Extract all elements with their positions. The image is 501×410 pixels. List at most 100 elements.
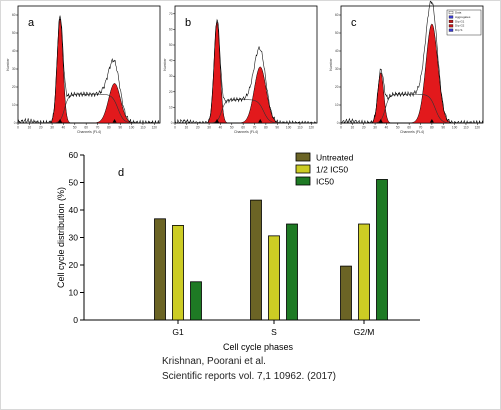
histogram-x-tick-label: 90: [275, 126, 279, 130]
histogram-x-tick-label: 0: [17, 126, 19, 130]
peak-marker: [378, 119, 383, 123]
bar-chart: 0 10 20 30 40 50 60 d G1 S G2/M Cell cycle phases Ce…: [56, 150, 420, 352]
citation-line-1: Krishnan, Poorani et al.: [162, 356, 266, 367]
histogram-y-tick-label: 20: [12, 85, 16, 89]
histogram-x-tick-label: 40: [62, 126, 66, 130]
bar-category-label: S: [271, 327, 277, 337]
histogram-y-tick-label: 0: [171, 121, 173, 125]
histogram-x-tick-label: 100: [286, 126, 292, 130]
histogram-y-tick-label: 10: [169, 105, 173, 109]
histogram-x-tick-label: 60: [407, 126, 411, 130]
histogram-x-tick-label: 120: [475, 126, 481, 130]
histogram-x-tick-label: 70: [419, 126, 423, 130]
histogram-x-tick-label: 80: [107, 126, 111, 130]
histogram-x-tick-label: 60: [84, 126, 88, 130]
histogram-y-tick-label: 60: [335, 13, 339, 17]
histogram-x-tick-label: 80: [430, 126, 434, 130]
bar-legend-swatch: [295, 152, 311, 162]
bar-legend-label: 1/2 IC50: [316, 165, 348, 175]
histogram-y-label: Number: [6, 57, 10, 70]
histogram-panel-c: 0 10 20 30 40 50 60 70 80 90 100 110 120 0 10 20 30 40 50 6…: [329, 0, 484, 134]
histogram-legend-label: Dip S: [455, 28, 462, 32]
histogram-x-tick-label: 30: [50, 126, 54, 130]
bar-legend-label: IC50: [316, 177, 334, 187]
bar-y-tick-label: 40: [69, 205, 79, 215]
bar-category-label: G2/M: [354, 327, 375, 337]
panel-letter-c: c: [351, 17, 357, 29]
bar-y-tick-label: 0: [73, 315, 78, 325]
histogram-y-tick-label: 10: [335, 103, 339, 107]
bar-s-12ic50: [268, 235, 280, 321]
peak-marker: [215, 119, 220, 123]
histogram-y-tick-label: 0: [14, 121, 16, 125]
bar-s-untreated: [250, 199, 262, 321]
bar-y-tick-label: 60: [69, 150, 79, 160]
bar-g1-ic50: [190, 281, 202, 321]
histogram-x-label: Channels (FL4): [77, 130, 101, 134]
bar-g1-12ic50: [172, 224, 184, 321]
peak-marker: [112, 119, 117, 123]
histogram-legend-label: Dip G1: [455, 19, 465, 23]
histogram-x-tick-label: 50: [396, 126, 400, 130]
histogram-x-tick-label: 40: [219, 126, 223, 130]
histogram-x-tick-label: 20: [196, 126, 200, 130]
histogram-y-tick-label: 50: [335, 31, 339, 35]
histogram-y-tick-label: 30: [169, 74, 173, 78]
histogram-y-tick-label: 70: [169, 12, 173, 16]
histogram-legend-label: Dip G2: [455, 24, 465, 28]
bar-y-tick-label: 50: [69, 178, 79, 188]
histogram-x-tick-label: 100: [129, 126, 135, 130]
histogram-panel-b: 0 10 20 30 40 50 60 70 80 90 100 110 120 0 10 20 30 40 50 6…: [163, 5, 318, 134]
bar-category-label: G1: [172, 327, 184, 337]
histogram-legend-swatch: [448, 24, 454, 28]
histogram-legend-swatch: [448, 19, 454, 23]
histogram-panel-a: 0 10 20 30 40 50 60 70 80 90 100 110 120 0 10 20 30 40 50 6…: [6, 5, 161, 134]
flow-histograms: 0 10 20 30 40 50 60 70 80 90 100 110 120010203040506…: [6, 0, 484, 134]
histogram-x-label: Channels (FL4): [400, 130, 424, 134]
histogram-x-tick-label: 70: [96, 126, 100, 130]
histogram-x-tick-label: 110: [463, 126, 468, 130]
histogram-y-tick-label: 20: [169, 90, 173, 94]
histogram-x-tick-label: 30: [207, 126, 211, 130]
histogram-x-tick-label: 10: [28, 126, 32, 130]
histogram-x-tick-label: 30: [373, 126, 377, 130]
bar-y-tick-label: 10: [69, 288, 79, 298]
bar-legend: Untreated 1/2 IC50 IC50: [295, 152, 354, 187]
bar-legend-label: Untreated: [316, 153, 354, 163]
peak-marker: [429, 119, 434, 123]
histogram-x-tick-label: 80: [264, 126, 268, 130]
histogram-x-tick-label: 60: [241, 126, 245, 130]
histogram-x-label: Channels (FL4): [234, 130, 258, 134]
data-histogram-line: [340, 0, 484, 125]
histogram-x-tick-label: 0: [174, 126, 176, 130]
histogram-x-tick-label: 70: [253, 126, 257, 130]
histogram-x-tick-label: 50: [230, 126, 234, 130]
histogram-y-tick-label: 50: [169, 43, 173, 47]
histogram-y-tick-label: 40: [12, 49, 16, 53]
histogram-y-tick-label: 10: [12, 103, 16, 107]
histogram-y-tick-label: 60: [169, 27, 173, 31]
histogram-y-tick-label: 40: [335, 49, 339, 53]
histogram-legend-swatch: [448, 28, 454, 32]
panel-letter-a: a: [28, 17, 35, 29]
bar-g1-untreated: [154, 218, 166, 321]
histogram-x-tick-label: 40: [385, 126, 389, 130]
histogram-x-tick-label: 100: [452, 126, 458, 130]
histogram-x-tick-label: 110: [140, 126, 145, 130]
histogram-y-tick-label: 40: [169, 59, 173, 63]
bar-s-ic50: [286, 223, 298, 321]
histogram-x-tick-label: 90: [441, 126, 445, 130]
histogram-y-tick-label: 30: [335, 67, 339, 71]
histogram-x-tick-label: 120: [152, 126, 158, 130]
histogram-x-tick-label: 10: [185, 126, 189, 130]
histogram-y-label: Number: [329, 57, 333, 70]
histogram-legend-swatch: [448, 11, 454, 15]
histogram-legend-label: Data: [455, 11, 462, 15]
histogram-y-tick-label: 30: [12, 67, 16, 71]
histogram-y-label: Number: [163, 57, 167, 70]
histogram-x-tick-label: 10: [351, 126, 355, 130]
histogram-x-tick-label: 110: [297, 126, 302, 130]
